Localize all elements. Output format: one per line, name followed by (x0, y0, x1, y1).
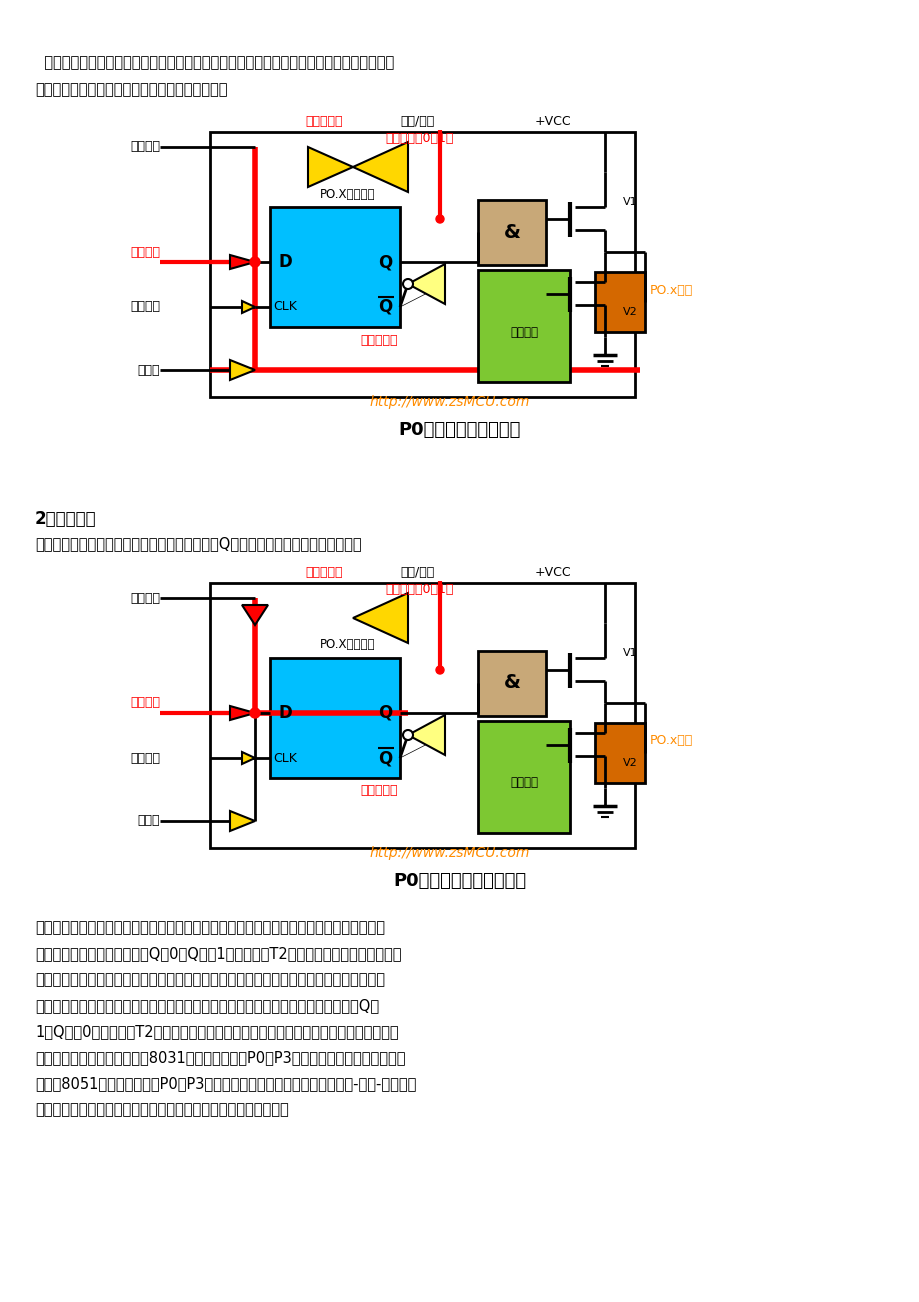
Text: 内部总线: 内部总线 (130, 697, 160, 710)
Text: 通过内部数据总线输入，请看下图（红色简头）。: 通过内部数据总线输入，请看下图（红色简头）。 (35, 82, 227, 98)
Text: 通过打开读锁存器三态缓冲器读取锁存器输出端Q的状态，请看下图（红色简头）：: 通过打开读锁存器三态缓冲器读取锁存器输出端Q的状态，请看下图（红色简头）： (35, 536, 361, 551)
Bar (478, 721, 570, 833)
Text: 1，Q非＝0，场效应管T2截止。如外接引脚信号为低电平，从引脚上读入的信号就与从锁: 1，Q非＝0，场效应管T2截止。如外接引脚信号为低电平，从引脚上读入的信号就与从… (35, 1023, 398, 1039)
Text: 输入缓冲器: 输入缓冲器 (305, 566, 342, 579)
Text: P0口读引脚时的流程图: P0口读引脚时的流程图 (398, 421, 521, 439)
Bar (478, 651, 545, 716)
Polygon shape (242, 753, 255, 764)
Text: PO.X脚锁存器: PO.X脚锁存器 (320, 187, 375, 201)
Text: 写锁存器: 写锁存器 (130, 751, 160, 764)
Text: Q: Q (378, 253, 391, 271)
Text: &: & (503, 223, 520, 241)
Text: 读引脚: 读引脚 (137, 363, 160, 376)
Text: D: D (278, 704, 291, 723)
Text: 输入缓冲器: 输入缓冲器 (359, 333, 397, 346)
Polygon shape (407, 264, 445, 303)
Text: 部总线输出低电平后，锁存器Q＝0，Q非＝1，场效应管T2开通，端口线呈低电平状态。: 部总线输出低电平后，锁存器Q＝0，Q非＝1，场效应管T2开通，端口线呈低电平状态… (35, 947, 401, 961)
Text: 此时无论端口线上外接的信号是低电平还是高电平，从引脚读入单片机的信号都是低电平，: 此时无论端口线上外接的信号是低电平还是高电平，从引脚读入单片机的信号都是低电平， (35, 973, 384, 987)
Text: +VCC: +VCC (535, 115, 571, 128)
Text: 指令，从锁存器读入信号，其它指令则从端口引脚线上读入信号。: 指令，从锁存器读入信号，其它指令则从端口引脚线上读入信号。 (35, 1101, 289, 1117)
Bar (595, 723, 644, 783)
Text: CLK: CLK (273, 751, 297, 764)
Text: 控制信号（0，1）: 控制信号（0，1） (384, 132, 453, 145)
Text: V1: V1 (622, 648, 637, 658)
Text: http://www.zsMCU.com: http://www.zsMCU.com (369, 395, 529, 409)
Text: 存器读入的信号不同。为此，8031单片机在对端口P0～P3的输入操作上，有如下约定：: 存器读入的信号不同。为此，8031单片机在对端口P0～P3的输入操作上，有如下约… (35, 1049, 405, 1065)
Text: 读锁存器: 读锁存器 (130, 141, 160, 154)
Circle shape (436, 215, 444, 223)
Text: 地址/数据: 地址/数据 (400, 566, 434, 579)
Text: 读引脚: 读引脚 (137, 815, 160, 828)
Bar (210, 132, 634, 397)
Circle shape (436, 667, 444, 674)
Circle shape (403, 279, 413, 289)
Text: Q: Q (378, 704, 391, 723)
Polygon shape (407, 715, 445, 755)
Text: D: D (278, 253, 291, 271)
Polygon shape (230, 706, 255, 720)
Circle shape (250, 256, 260, 267)
Bar (595, 272, 644, 332)
Text: V2: V2 (622, 758, 637, 768)
Text: 因而不能正确地读入端口引脚上的信号。又如，当从内部总线输出高电平后，锁存器Q＝: 因而不能正确地读入端口引脚上的信号。又如，当从内部总线输出高电平后，锁存器Q＝ (35, 999, 379, 1013)
Circle shape (403, 730, 413, 740)
Text: 读锁存器: 读锁存器 (130, 591, 160, 604)
Text: P0口读锁存器时的流程图: P0口读锁存器时的流程图 (393, 872, 526, 891)
Text: 控制信号（0，1）: 控制信号（0，1） (384, 583, 453, 596)
Text: http://www.zsMCU.com: http://www.zsMCU.com (369, 846, 529, 861)
Text: Q: Q (378, 749, 391, 767)
Text: CLK: CLK (273, 301, 297, 314)
Bar (269, 658, 400, 779)
Text: V2: V2 (622, 307, 637, 316)
Text: 多路开关: 多路开关 (509, 776, 538, 789)
Polygon shape (242, 605, 267, 625)
Polygon shape (230, 811, 255, 831)
Text: PO.X脚锁存器: PO.X脚锁存器 (320, 638, 375, 651)
Text: 多路开关: 多路开关 (509, 326, 538, 339)
Text: 2、读锁存器: 2、读锁存器 (35, 510, 96, 529)
Text: +VCC: +VCC (535, 566, 571, 579)
Polygon shape (353, 592, 407, 643)
Text: 读芯片引脚上的数据，读引脚数时，读引脚缓冲器打开（即三态缓冲器的控制端要有效），: 读芯片引脚上的数据，读引脚数时，读引脚缓冲器打开（即三态缓冲器的控制端要有效）， (35, 55, 394, 70)
Polygon shape (230, 359, 255, 380)
Text: 地址/数据: 地址/数据 (400, 115, 434, 128)
Text: 内部总线: 内部总线 (130, 246, 160, 259)
Text: 输入缓冲器: 输入缓冲器 (359, 785, 397, 798)
Text: 输入缓冲器: 输入缓冲器 (305, 115, 342, 128)
Text: &: & (503, 673, 520, 693)
Polygon shape (242, 301, 255, 312)
Bar (478, 270, 570, 381)
Text: 为此，8051单片机在对端口P0～P3的输入操作上，有如下约定：凡属于读-修改-写方式的: 为此，8051单片机在对端口P0～P3的输入操作上，有如下约定：凡属于读-修改-… (35, 1075, 416, 1091)
Polygon shape (308, 147, 353, 187)
Bar (269, 207, 400, 327)
Text: PO.x引脚: PO.x引脚 (650, 734, 693, 747)
Polygon shape (230, 255, 255, 270)
Circle shape (250, 708, 260, 717)
Text: V1: V1 (622, 197, 637, 207)
Text: 写锁存器: 写锁存器 (130, 301, 160, 314)
Bar (210, 583, 634, 848)
Polygon shape (353, 142, 407, 191)
Text: 在输入状态下，从锁存器和从引脚上读来的信号一般是一致的，但也有例外。例如，当从内: 在输入状态下，从锁存器和从引脚上读来的信号一般是一致的，但也有例外。例如，当从内 (35, 921, 384, 935)
Bar (478, 201, 545, 266)
Text: PO.x引脚: PO.x引脚 (650, 284, 693, 297)
Text: Q: Q (378, 298, 391, 316)
